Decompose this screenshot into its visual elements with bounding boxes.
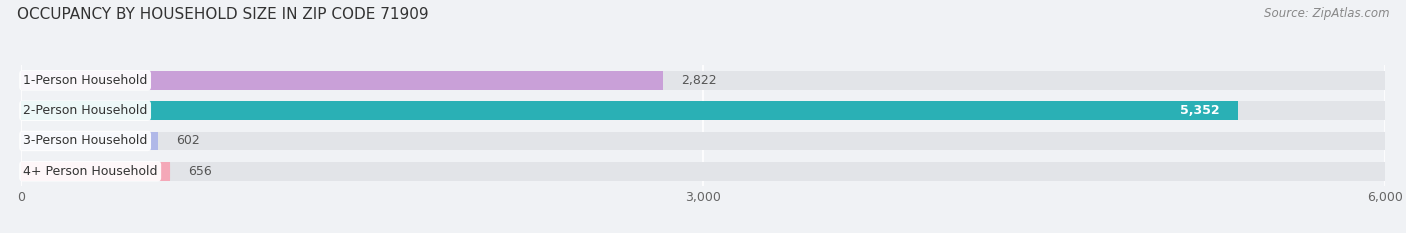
Text: OCCUPANCY BY HOUSEHOLD SIZE IN ZIP CODE 71909: OCCUPANCY BY HOUSEHOLD SIZE IN ZIP CODE … xyxy=(17,7,429,22)
Bar xyxy=(21,132,157,150)
Bar xyxy=(21,101,1237,120)
Text: 3-Person Household: 3-Person Household xyxy=(22,134,148,147)
Bar xyxy=(21,71,1385,90)
Bar xyxy=(21,162,1385,181)
Text: 656: 656 xyxy=(188,165,212,178)
Text: 1-Person Household: 1-Person Household xyxy=(22,74,148,87)
Bar xyxy=(21,162,170,181)
Text: Source: ZipAtlas.com: Source: ZipAtlas.com xyxy=(1264,7,1389,20)
Text: 2,822: 2,822 xyxy=(681,74,716,87)
Bar xyxy=(21,101,1385,120)
Bar xyxy=(21,132,1385,150)
Text: 4+ Person Household: 4+ Person Household xyxy=(22,165,157,178)
Bar xyxy=(21,71,662,90)
Text: 2-Person Household: 2-Person Household xyxy=(22,104,148,117)
Text: 602: 602 xyxy=(176,134,200,147)
Text: 5,352: 5,352 xyxy=(1180,104,1219,117)
